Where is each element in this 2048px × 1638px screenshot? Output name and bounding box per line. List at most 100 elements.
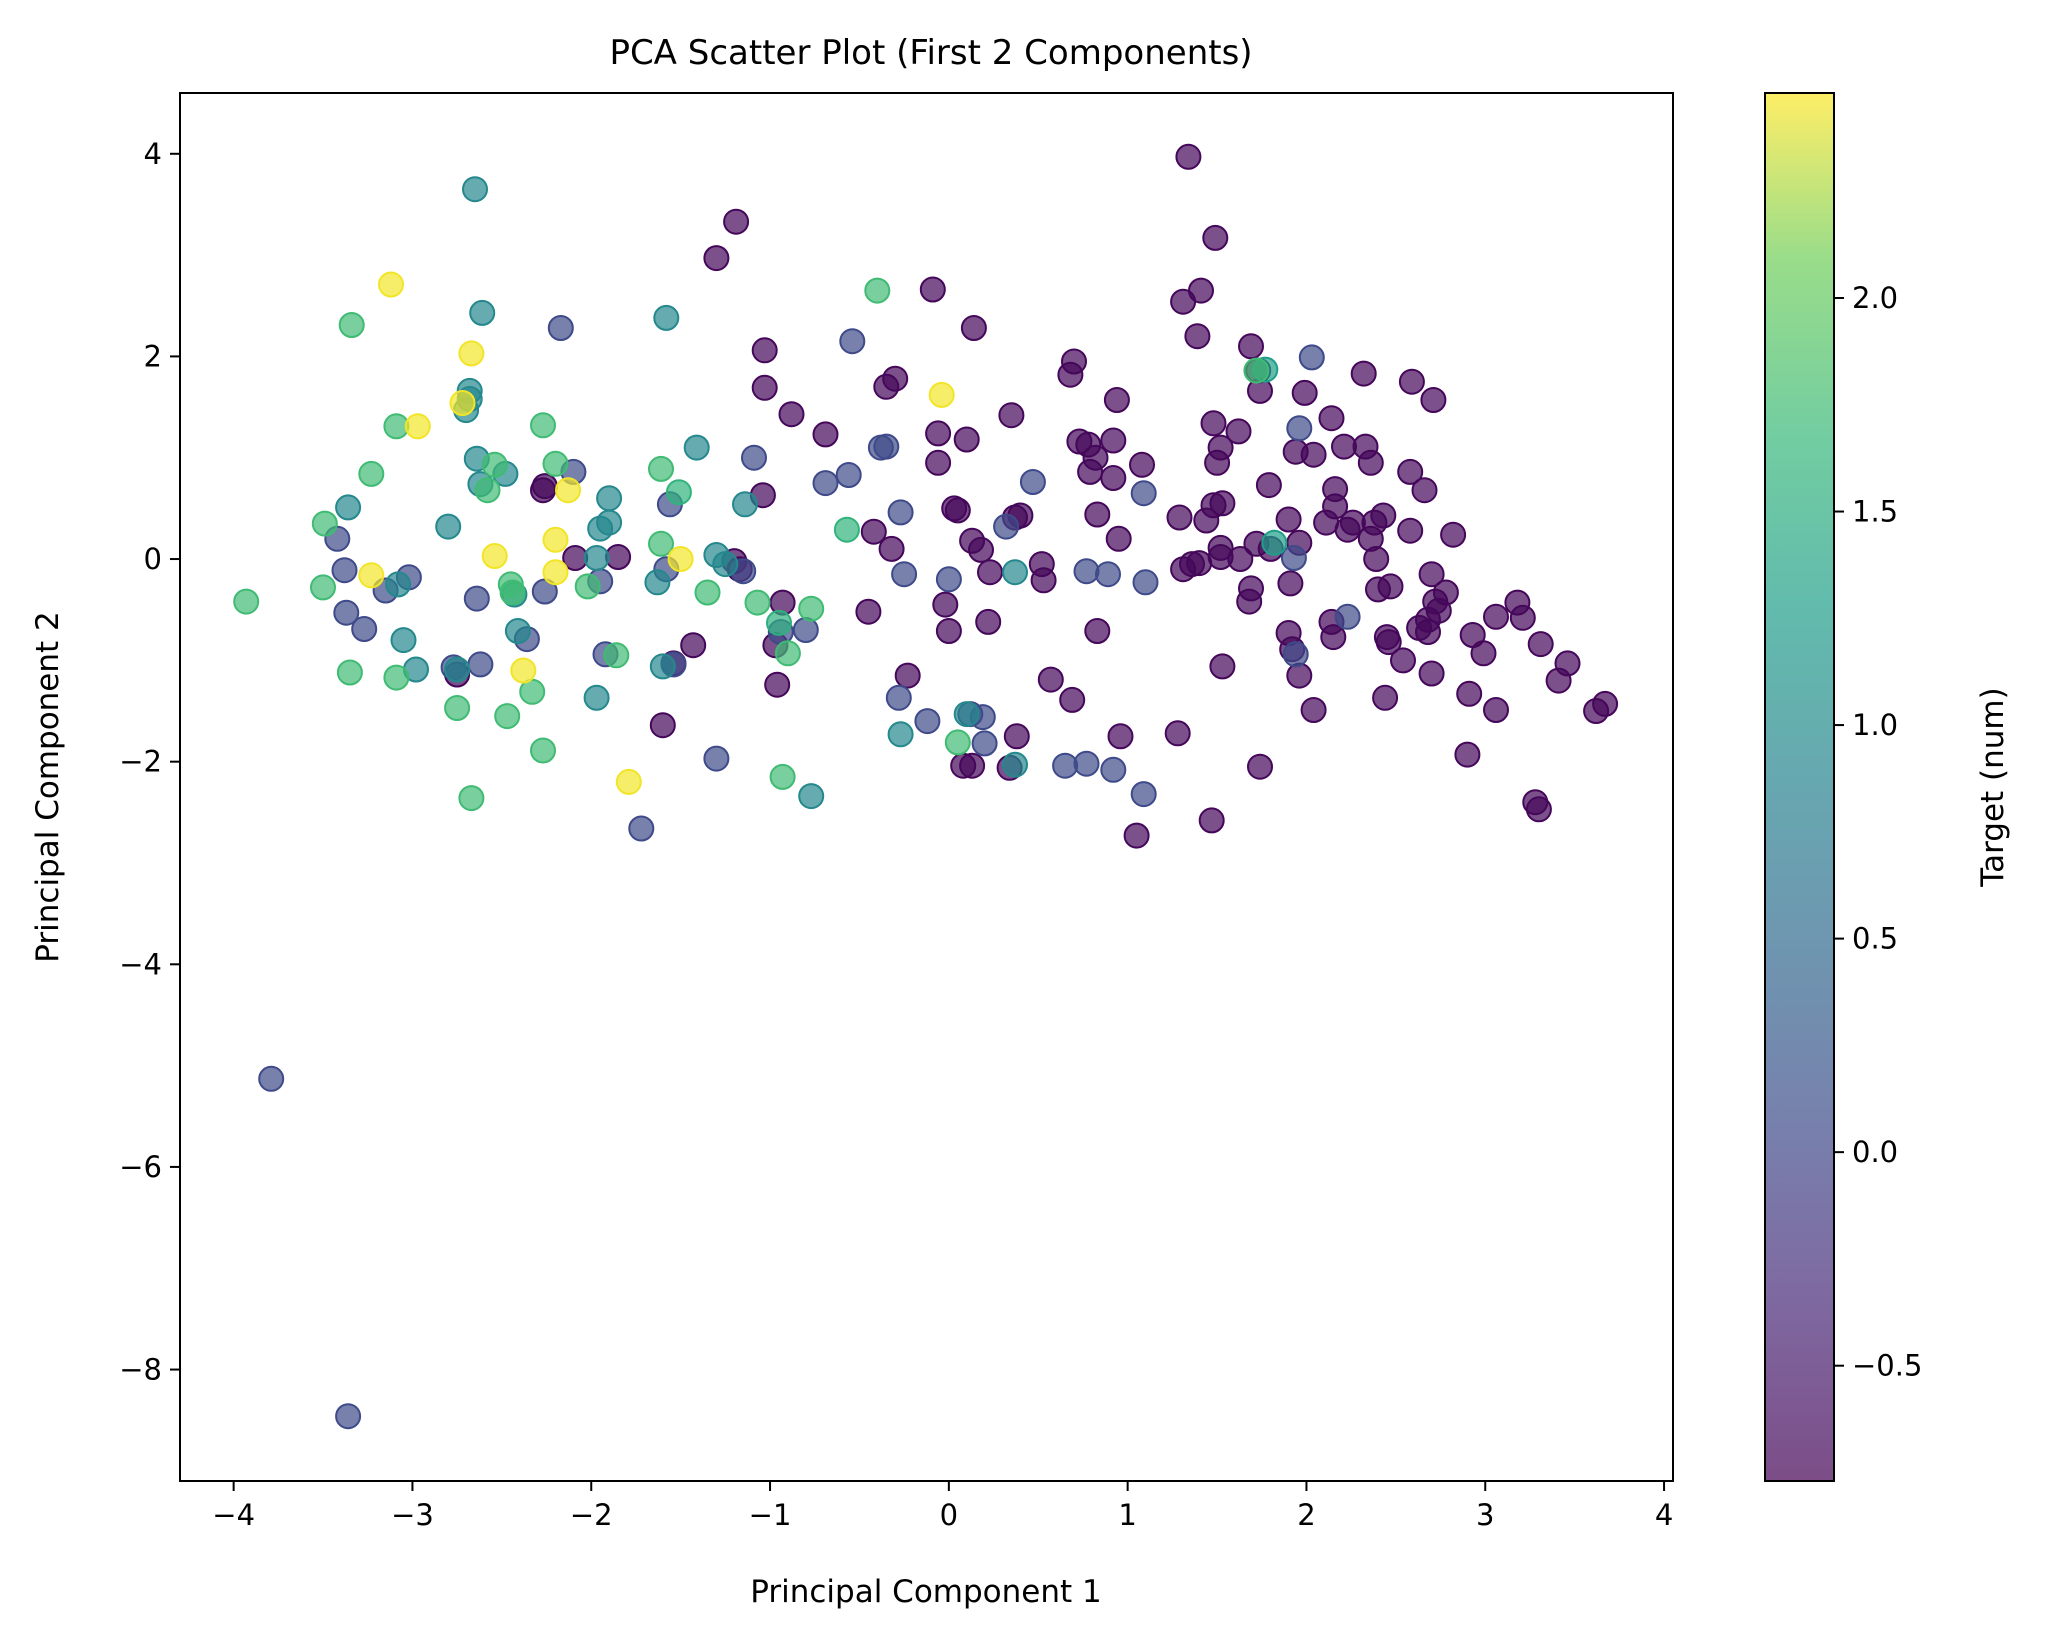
scatter-points bbox=[233, 143, 1619, 1430]
scatter-point bbox=[1282, 438, 1309, 465]
scatter-point bbox=[1002, 751, 1028, 778]
scatter-point bbox=[644, 569, 671, 596]
scatter-point bbox=[894, 662, 921, 689]
x-tick-label: 1 bbox=[1118, 1498, 1136, 1532]
y-tick-label: 0 bbox=[144, 542, 162, 576]
scatter-point bbox=[1275, 506, 1302, 533]
x-tick-label: 3 bbox=[1476, 1498, 1494, 1532]
colorbar-tick-label: 1.0 bbox=[1852, 708, 1898, 742]
scatter-point bbox=[385, 571, 412, 598]
scatter-point bbox=[258, 1065, 285, 1092]
scatter-point bbox=[336, 659, 363, 686]
scatter-point bbox=[1255, 472, 1282, 499]
colorbar-tick-label: −0.5 bbox=[1852, 1349, 1922, 1383]
scatter-point bbox=[680, 632, 707, 659]
scatter-point bbox=[1059, 686, 1086, 713]
scatter-point bbox=[530, 412, 556, 439]
scatter-point bbox=[390, 627, 417, 654]
scatter-point bbox=[1129, 451, 1155, 478]
scatter-point bbox=[1002, 559, 1028, 586]
scatter-point bbox=[574, 573, 601, 600]
scatter-point bbox=[928, 381, 955, 408]
scatter-point bbox=[1243, 357, 1270, 384]
scatter-point bbox=[653, 304, 680, 331]
scatter-point bbox=[583, 545, 610, 571]
scatter-point bbox=[615, 768, 642, 795]
scatter-point bbox=[1202, 224, 1229, 251]
scatter-point bbox=[481, 451, 508, 478]
scatter-point bbox=[1398, 368, 1425, 395]
scatter-point bbox=[1298, 344, 1325, 371]
y-tick-label: −8 bbox=[119, 1353, 162, 1387]
scatter-point bbox=[887, 721, 914, 748]
scatter-point bbox=[233, 588, 260, 615]
scatter-point bbox=[703, 245, 730, 272]
scatter-point bbox=[351, 616, 378, 642]
scatter-point bbox=[1238, 333, 1264, 360]
x-tick-label: −1 bbox=[749, 1498, 792, 1532]
scatter-point bbox=[1331, 433, 1357, 460]
scatter-point bbox=[712, 551, 739, 578]
scatter-point bbox=[1411, 477, 1438, 504]
scatter-point bbox=[1188, 277, 1214, 304]
y-tick-label: −6 bbox=[119, 1150, 162, 1184]
scatter-point bbox=[1164, 720, 1191, 747]
scatter-point bbox=[1057, 361, 1084, 388]
scatter-point bbox=[1084, 618, 1111, 644]
scatter-point bbox=[1130, 781, 1157, 808]
scatter-point bbox=[335, 1403, 362, 1430]
colorbar-tick-label: 1.5 bbox=[1852, 495, 1898, 529]
scatter-point bbox=[1418, 561, 1445, 588]
scatter-point bbox=[792, 617, 819, 643]
scatter-point bbox=[331, 557, 358, 584]
scatter-point bbox=[1390, 647, 1416, 674]
scatter-point bbox=[1545, 667, 1572, 694]
scatter-point bbox=[1019, 469, 1046, 495]
scatter-point bbox=[383, 664, 410, 691]
scatter-point bbox=[435, 513, 462, 540]
scatter-point bbox=[1286, 415, 1313, 442]
scatter-point bbox=[774, 640, 801, 667]
scatter-point bbox=[504, 618, 531, 644]
scatter-point bbox=[1280, 545, 1307, 571]
colorbar-tick-label: 2.0 bbox=[1852, 281, 1898, 315]
scatter-point bbox=[885, 684, 912, 711]
scatter-point bbox=[1204, 449, 1231, 476]
colorbar-frame bbox=[1764, 92, 1835, 1482]
scatter-point bbox=[1483, 603, 1509, 630]
scatter-point bbox=[703, 745, 730, 772]
scatter-point bbox=[649, 712, 676, 739]
scatter-point bbox=[1527, 631, 1554, 658]
scatter-point bbox=[833, 516, 860, 543]
scatter-point bbox=[1193, 507, 1220, 534]
scatter-point bbox=[873, 433, 900, 460]
scatter-point bbox=[683, 434, 710, 461]
scatter-point bbox=[458, 785, 485, 812]
scatter-point bbox=[960, 315, 987, 341]
scatter-point bbox=[812, 470, 839, 497]
scatter-point bbox=[458, 340, 485, 367]
scatter-point bbox=[1100, 427, 1127, 454]
scatter-point bbox=[953, 701, 980, 728]
scatter-point bbox=[338, 312, 365, 338]
scatter-point bbox=[596, 485, 623, 512]
scatter-point bbox=[1225, 418, 1252, 445]
scatter-point bbox=[1592, 690, 1619, 717]
scatter-point bbox=[358, 460, 385, 487]
scatter-point bbox=[667, 546, 694, 572]
scatter-point bbox=[1236, 588, 1263, 615]
scatter-point bbox=[1277, 570, 1304, 597]
scatter-point bbox=[444, 695, 471, 721]
scatter-point bbox=[358, 562, 385, 589]
scatter-point bbox=[1470, 640, 1497, 667]
scatter-point bbox=[1066, 428, 1093, 455]
scatter-point bbox=[510, 657, 537, 684]
scatter-point bbox=[919, 276, 946, 303]
scatter-point bbox=[1175, 143, 1202, 170]
scatter-point bbox=[469, 299, 496, 326]
scatter-point bbox=[914, 708, 941, 735]
scatter-point bbox=[649, 653, 676, 680]
scatter-point bbox=[723, 208, 750, 235]
scatter-point bbox=[603, 642, 630, 669]
scatter-point bbox=[1372, 684, 1399, 711]
